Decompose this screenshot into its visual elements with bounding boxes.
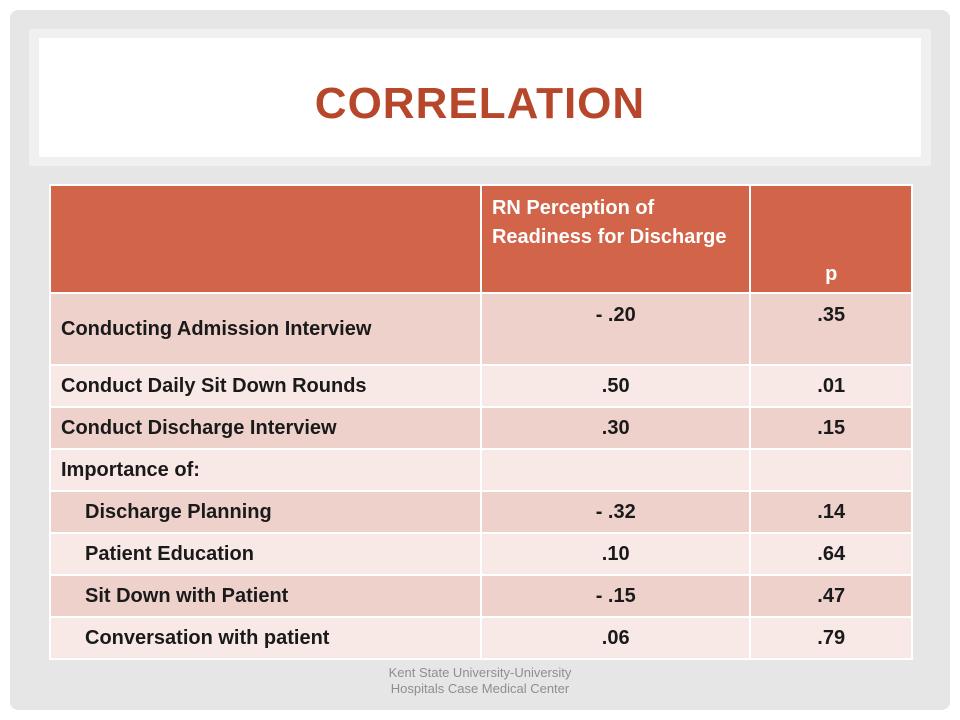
row-label: Importance of: <box>49 448 482 492</box>
table-row: Conducting Admission Interview - .20 .35 <box>49 292 913 366</box>
table-row: Discharge Planning - .32 .14 <box>49 490 913 534</box>
footer-line-2: Hospitals Case Medical Center <box>390 681 570 696</box>
header-rn-perception: RN Perception of Readiness for Discharge <box>479 184 752 294</box>
row-label: Conduct Discharge Interview <box>49 406 482 450</box>
header-rn-perception-text: RN Perception of Readiness for Discharge <box>491 197 727 248</box>
table-header-row: RN Perception of Readiness for Discharge… <box>49 184 913 294</box>
title-inner: CORRELATION <box>39 38 921 157</box>
row-label: Conduct Daily Sit Down Rounds <box>49 364 482 408</box>
table-row: Patient Education .10 .64 <box>49 532 913 576</box>
row-label: Patient Education <box>49 532 482 576</box>
row-r-value: - .20 <box>479 292 752 366</box>
row-p-value: .14 <box>749 490 913 534</box>
title-box: CORRELATION <box>29 29 931 166</box>
row-label: Sit Down with Patient <box>49 574 482 618</box>
row-label: Discharge Planning <box>49 490 482 534</box>
row-p-value <box>749 448 913 492</box>
row-label: Conversation with patient <box>49 616 482 660</box>
row-r-value: - .15 <box>479 574 752 618</box>
header-variable <box>49 184 482 294</box>
footer-line-1: Kent State University-University <box>388 665 572 680</box>
header-p: p <box>749 184 913 294</box>
slide-title: CORRELATION <box>314 78 646 128</box>
row-p-value: .79 <box>749 616 913 660</box>
row-p-value: .64 <box>749 532 913 576</box>
row-p-value: .35 <box>749 292 913 366</box>
table-row: Conduct Daily Sit Down Rounds .50 .01 <box>49 364 913 408</box>
correlation-table: RN Perception of Readiness for Discharge… <box>49 184 913 660</box>
footer: Kent State University-University Hospita… <box>330 665 630 697</box>
table-row: Conversation with patient .06 .79 <box>49 616 913 660</box>
table-row: Importance of: <box>49 448 913 492</box>
row-p-value: .01 <box>749 364 913 408</box>
row-r-value <box>479 448 752 492</box>
row-p-value: .15 <box>749 406 913 450</box>
row-r-value: .10 <box>479 532 752 576</box>
row-r-value: .06 <box>479 616 752 660</box>
row-r-value: .50 <box>479 364 752 408</box>
row-r-value: .30 <box>479 406 752 450</box>
row-r-value: - .32 <box>479 490 752 534</box>
table-row: Sit Down with Patient - .15 .47 <box>49 574 913 618</box>
row-p-value: .47 <box>749 574 913 618</box>
row-label: Conducting Admission Interview <box>49 292 482 366</box>
table-row: Conduct Discharge Interview .30 .15 <box>49 406 913 450</box>
